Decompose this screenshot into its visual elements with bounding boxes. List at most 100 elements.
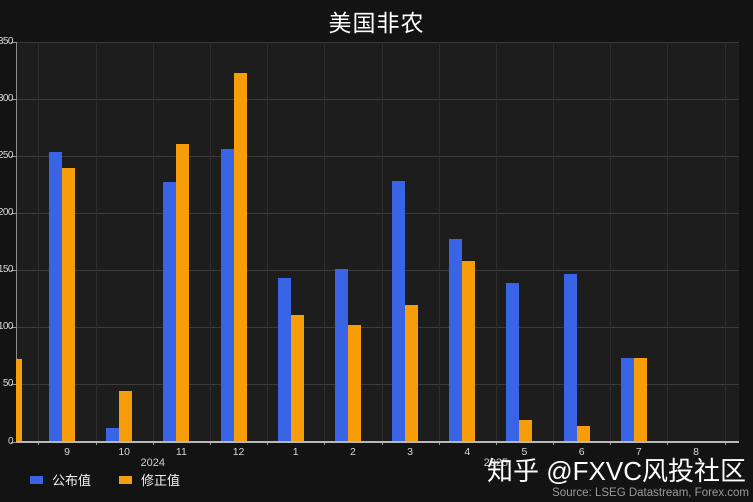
bar-revised-7	[633, 358, 647, 442]
bar-revised-1	[290, 314, 304, 442]
h-gridline	[16, 213, 739, 215]
h-gridline	[16, 156, 739, 158]
bar-revised-3	[405, 304, 419, 442]
y-tick-mark	[11, 99, 16, 101]
v-gridline	[553, 42, 555, 441]
v-gridline	[209, 42, 211, 441]
y-tick-mark	[11, 42, 16, 43]
x-tick-label: 9	[64, 446, 70, 458]
x-tick-label: 7	[635, 446, 642, 458]
source-credit: Source: LSEG Datastream, Forex.com	[552, 487, 749, 499]
h-gridline	[16, 270, 739, 272]
x-tick-mark	[438, 442, 440, 445]
bar-revised-2	[347, 325, 361, 442]
v-gridline	[324, 42, 326, 441]
v-gridline	[724, 42, 726, 441]
h-gridline	[16, 384, 739, 386]
x-tick-label: 8	[693, 446, 699, 458]
y-tick-mark	[11, 270, 16, 272]
v-gridline	[495, 42, 497, 441]
legend-item-revised: 修正值	[119, 470, 180, 489]
y-tick-label: 100	[0, 321, 14, 333]
v-gridline	[95, 42, 97, 441]
bar-revised-9	[62, 167, 75, 442]
y-tick-mark	[11, 213, 16, 215]
x-tick-label: 2	[349, 446, 356, 458]
x-tick-mark	[209, 442, 211, 445]
x-tick-mark	[724, 442, 726, 445]
x-tick-label: 10	[118, 446, 131, 458]
bar-revised-5	[519, 419, 533, 442]
v-gridline	[38, 42, 40, 441]
x-tick-mark	[38, 442, 40, 445]
y-tick-label: 0	[7, 435, 14, 447]
x-tick-label: 3	[407, 446, 413, 458]
v-gridline	[152, 42, 154, 441]
v-gridline	[267, 42, 269, 441]
y-tick-label: 50	[2, 378, 14, 390]
x-tick-label: 11	[175, 446, 187, 458]
bar-revised-10	[119, 391, 133, 442]
bar-announced-7	[620, 358, 634, 442]
x-tick-label: 6	[578, 446, 585, 458]
x-tick-mark	[610, 442, 612, 445]
x-tick-mark	[495, 442, 497, 445]
chart-title: 美国非农	[328, 10, 425, 36]
legend-item-announced: 公布值	[30, 470, 91, 489]
legend-swatch-revised	[119, 475, 133, 484]
bar-announced-4	[449, 239, 463, 442]
x-tick-mark	[324, 442, 326, 445]
y-tick-label: 150	[0, 264, 14, 276]
x-tick-mark	[95, 442, 97, 445]
y-tick-label: 300	[0, 93, 14, 105]
x-tick-mark	[553, 442, 555, 445]
year-label-2024: 2024	[140, 457, 165, 469]
legend-swatch-announced	[30, 475, 43, 484]
bar-announced-6	[563, 273, 577, 442]
v-gridline	[610, 42, 612, 441]
bar-revised-4	[462, 261, 476, 442]
x-tick-label: 4	[464, 446, 471, 458]
h-gridline	[16, 42, 739, 43]
year-label-2025: 2025	[483, 457, 509, 469]
bar-announced-2	[334, 269, 348, 442]
x-tick-mark	[267, 442, 269, 445]
bar-announced-1	[277, 278, 291, 442]
x-tick-label: 5	[521, 446, 528, 458]
bar-announced-5	[506, 282, 520, 442]
x-axis-line	[16, 441, 739, 443]
x-tick-mark	[381, 442, 383, 445]
legend-label-revised: 修正值	[141, 473, 181, 488]
y-tick-mark	[11, 156, 16, 158]
y-axis-line	[15, 42, 17, 442]
h-gridline	[16, 327, 739, 329]
bar-revised-12	[233, 72, 247, 442]
legend: 公布值 修正值	[30, 470, 180, 489]
bar-announced-9	[49, 151, 62, 442]
bar-announced-11	[163, 182, 177, 442]
legend-label-announced: 公布值	[52, 473, 92, 488]
bar-announced-12	[220, 149, 234, 442]
y-tick-label: 250	[0, 150, 14, 162]
h-gridline	[16, 99, 739, 101]
bar-revised-11	[176, 143, 190, 442]
x-tick-mark	[152, 442, 154, 445]
y-tick-label: 200	[0, 207, 14, 219]
v-gridline	[381, 42, 383, 441]
v-gridline	[667, 42, 669, 441]
watermark: 知乎 @FXVC风投社区	[487, 456, 746, 486]
y-tick-mark	[11, 327, 16, 329]
x-tick-label: 12	[232, 446, 245, 458]
y-tick-mark	[11, 441, 16, 443]
x-tick-mark	[667, 442, 669, 445]
x-tick-label: 1	[292, 446, 299, 458]
bar-revised-clipped-left	[16, 359, 22, 442]
bar-announced-10	[106, 427, 120, 442]
y-tick-mark	[11, 384, 16, 386]
v-gridline	[438, 42, 440, 441]
plot-background	[16, 42, 739, 442]
y-tick-label: 350	[0, 36, 14, 47]
bar-announced-3	[392, 181, 406, 442]
bar-revised-6	[576, 425, 590, 442]
